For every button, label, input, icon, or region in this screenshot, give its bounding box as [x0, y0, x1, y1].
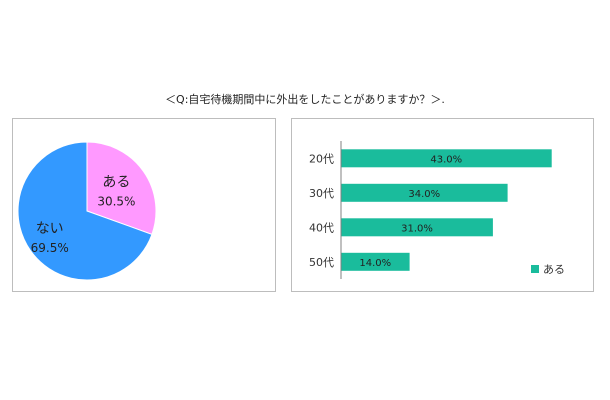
pie-chart: ある 30.5% ない 69.5% [17, 141, 157, 281]
bar-0 [341, 149, 552, 168]
bar-value-label-0: 43.0% [430, 154, 462, 165]
bar-value-label-1: 34.0% [408, 189, 440, 200]
pie-slice-value-1: 69.5% [31, 241, 69, 255]
bar-3 [341, 252, 410, 271]
legend-swatch [531, 265, 539, 273]
bar-1 [341, 183, 508, 202]
bar-chart: 20代 43.0% 30代 34.0% 40代 31.0% 50代 14.0% ある [309, 141, 565, 279]
bar-value-label-3: 14.0% [359, 258, 391, 269]
question-title: ＜Q:自宅待機期間中に外出をしたことがありますか？＞. [165, 93, 445, 106]
bar-2 [341, 218, 493, 237]
pie-slice-value-0: 30.5% [97, 194, 135, 208]
pie-slice-0 [86, 141, 157, 236]
legend-label: ある [543, 263, 565, 276]
pie-slice-label-1: ない [36, 221, 64, 237]
bar-value-label-2: 31.0% [401, 223, 433, 234]
bar-category-label-3: 50代 [309, 256, 334, 269]
bar-category-label-0: 20代 [309, 152, 334, 165]
pie-chart-panel: ある 30.5% ない 69.5% [12, 118, 276, 292]
pie-slice-1 [17, 141, 153, 281]
bar-chart-panel: 20代 43.0% 30代 34.0% 40代 31.0% 50代 14.0% ある [291, 118, 594, 292]
pie-slice-label-0: ある [102, 174, 130, 190]
bar-category-label-2: 40代 [309, 221, 334, 234]
bar-category-label-1: 30代 [309, 187, 334, 200]
